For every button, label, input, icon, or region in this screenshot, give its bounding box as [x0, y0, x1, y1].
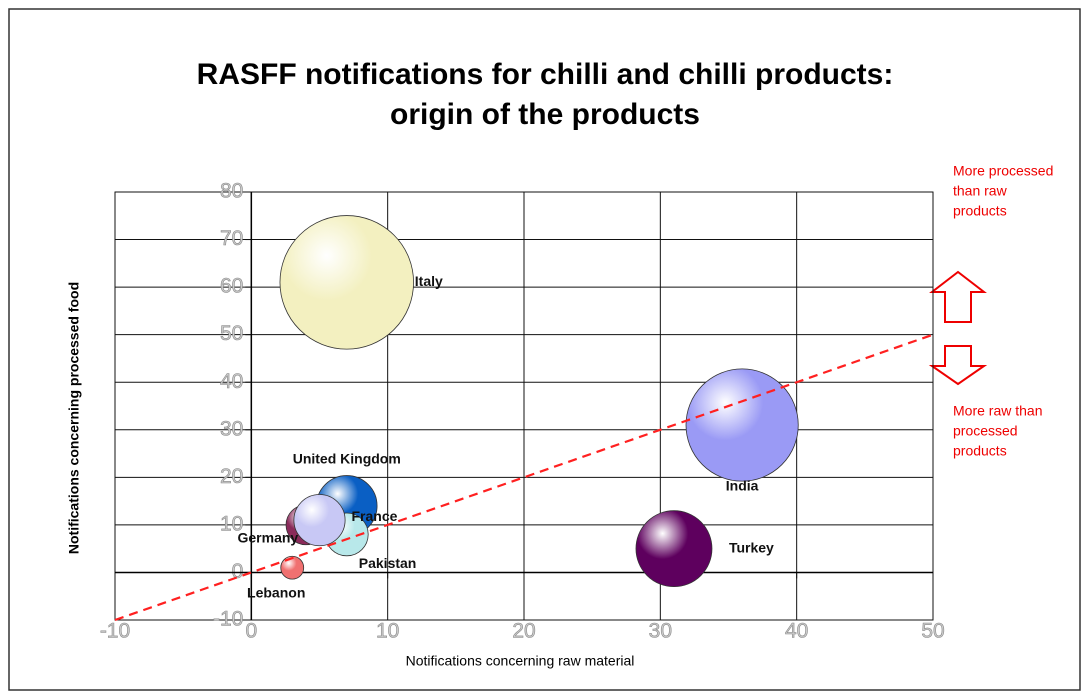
chart-title: origin of the products	[390, 98, 700, 131]
y-tick-label: 20	[220, 465, 243, 488]
bubble-label: Turkey	[729, 539, 774, 555]
bubble	[280, 555, 305, 580]
y-tick-label: 50	[220, 322, 243, 345]
bubble-label: Italy	[415, 273, 443, 289]
annotation: than raw	[953, 183, 1008, 199]
y-tick-label: 10	[220, 512, 243, 535]
down-arrow	[928, 345, 988, 386]
x-tick-label: 40	[785, 620, 808, 643]
x-tick-label: 20	[512, 620, 535, 643]
bubble-label: Germany	[238, 530, 299, 546]
x-tick-label: -10	[100, 620, 130, 643]
bubble-label: United Kingdom	[293, 451, 401, 467]
chart-title: RASFF notifications for chilli and chill…	[197, 58, 894, 91]
annotation: products	[953, 203, 1007, 219]
bubble-label: Pakistan	[359, 555, 417, 571]
x-tick-label: 50	[921, 620, 944, 643]
y-tick-label: 80	[220, 180, 243, 203]
y-axis-label: Notifications concerning processed food	[66, 282, 82, 554]
bubble	[635, 510, 713, 588]
bubble-label: Lebanon	[247, 584, 305, 600]
y-tick-label: 40	[220, 370, 243, 393]
x-axis-label: Notifications concerning raw material	[406, 653, 635, 669]
up-arrow	[929, 270, 987, 323]
annotation: More processed	[953, 163, 1053, 179]
annotation: More raw than	[953, 403, 1042, 419]
frame	[8, 8, 1081, 691]
annotation: processed	[953, 423, 1018, 439]
bubble	[293, 494, 346, 547]
y-tick-label: 70	[220, 227, 243, 250]
bubble-label: France	[352, 508, 398, 524]
annotation: products	[953, 443, 1007, 459]
x-tick-label: 0	[245, 620, 257, 643]
x-tick-label: 30	[649, 620, 672, 643]
bubble	[279, 215, 414, 350]
bubble-label: India	[726, 478, 759, 494]
y-tick-label: 60	[220, 275, 243, 298]
reference-line	[114, 333, 934, 622]
x-tick-label: 10	[376, 620, 399, 643]
y-tick-label: -10	[213, 608, 243, 631]
bubble	[685, 368, 799, 482]
y-tick-label: 30	[220, 417, 243, 440]
